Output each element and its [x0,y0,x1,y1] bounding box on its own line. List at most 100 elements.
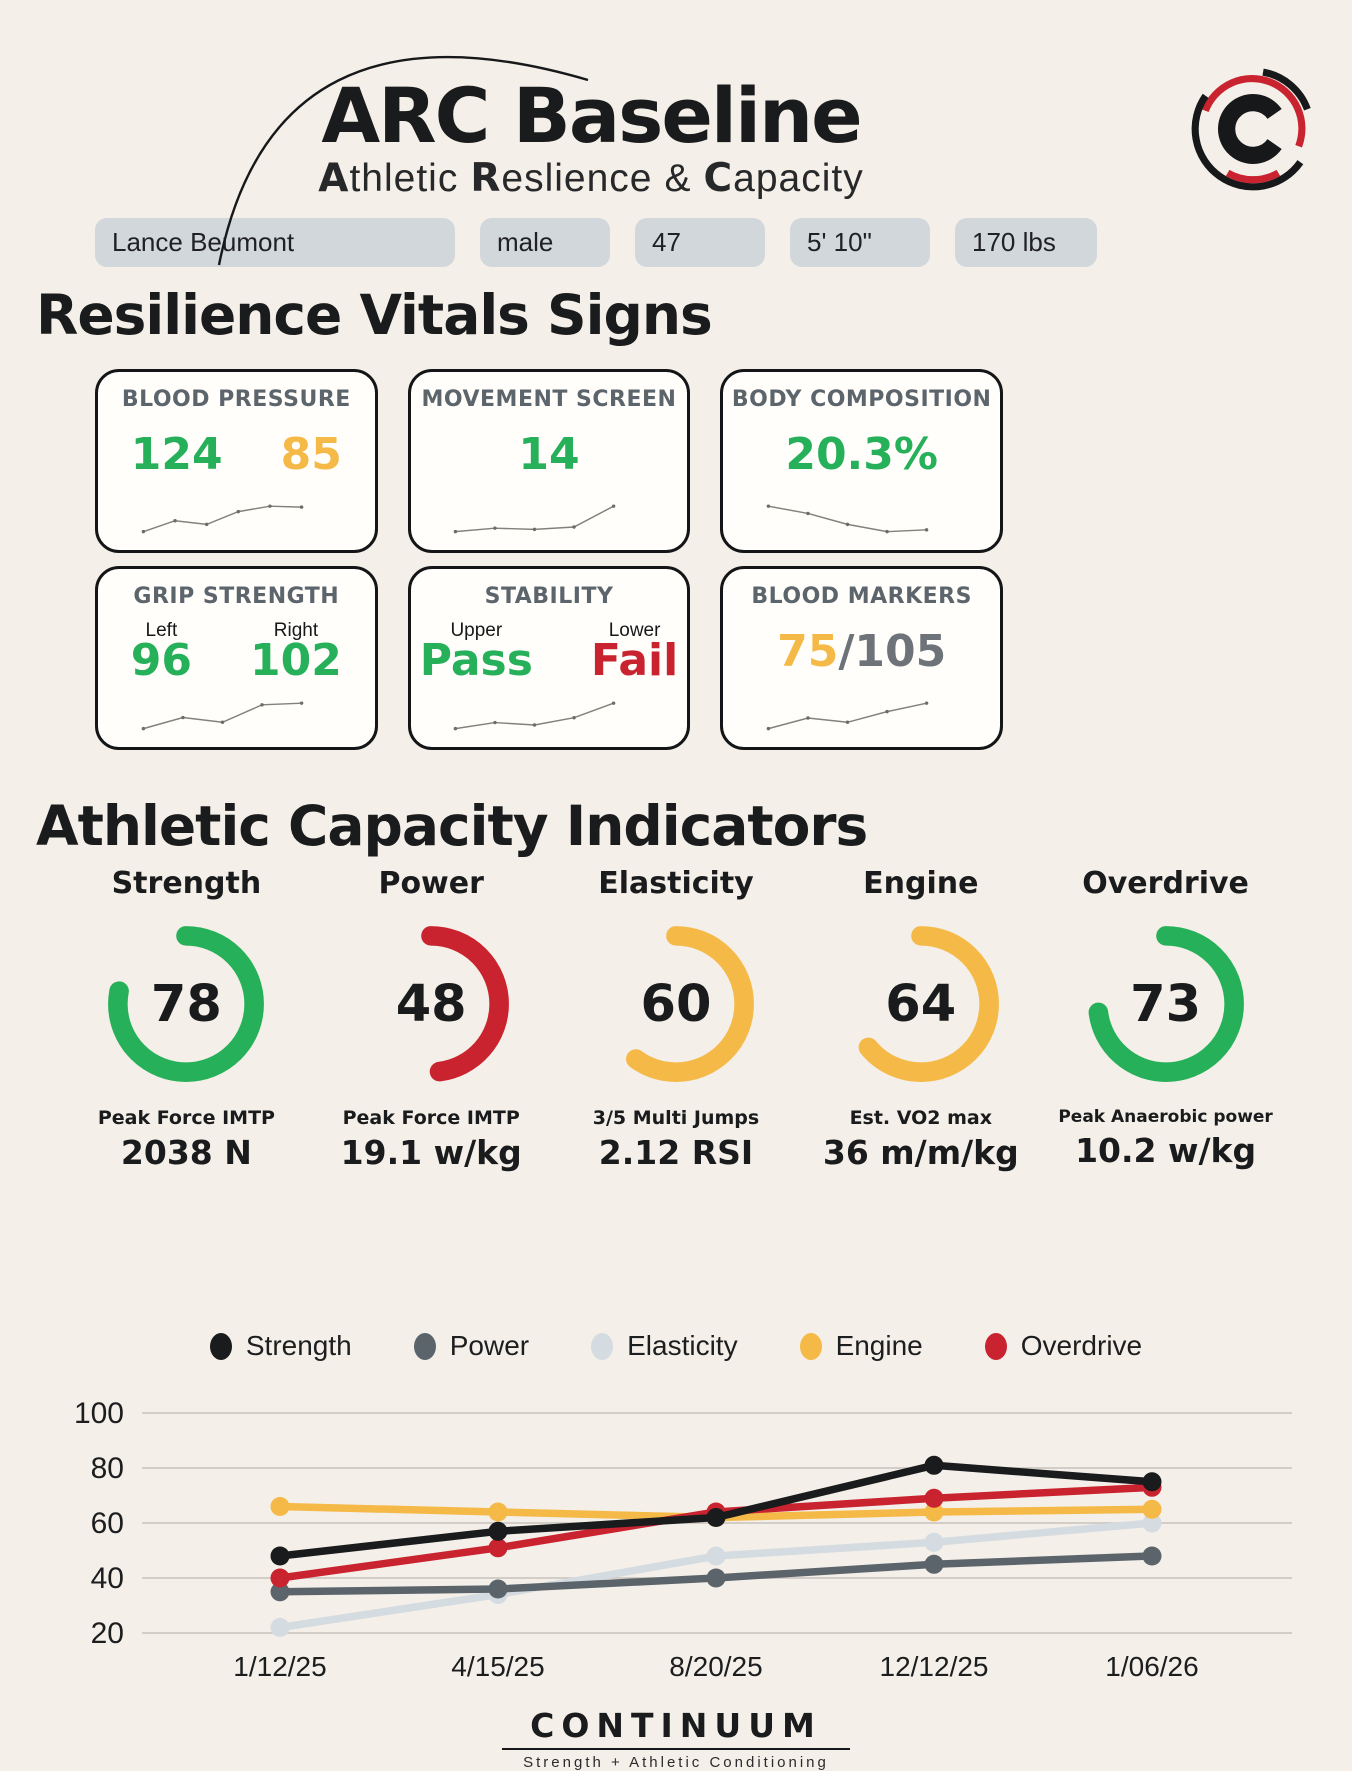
gauge-progress-arc [842,926,999,1082]
sparkline-point [454,529,458,534]
page-subtitle: Athletic Reslience & Capacity [0,156,1182,201]
y-axis-tick-label: 80 [91,1452,124,1485]
gauge-label: Overdrive [1082,866,1249,901]
sparkline-point [845,522,850,527]
athlete-age-field[interactable]: 47 [635,218,765,267]
vital-value-number: /105 [838,625,947,677]
vital-value: /105 [838,625,947,677]
capacity-gauge: Overdrive 73 Peak Anaerobic power 10.2 w… [1043,866,1288,1172]
legend-label: Power [449,1330,530,1361]
trend-sparkline [141,701,304,731]
vital-value: Right 102 [250,620,342,684]
trend-sparkline [454,701,616,731]
sparkline-point [806,716,810,720]
continuum-logo-icon [1191,68,1311,191]
subtitle-word: Capacity [703,156,864,201]
vital-value-number: 85 [280,428,342,480]
sparkline-point [612,504,616,508]
capacity-gauge: Strength 78 Peak Force IMTP 2038 N [64,866,309,1172]
gauge-ring-arc [842,926,999,1082]
subtitle-word: Reslience [470,156,653,201]
gauge-ring: 78 [99,917,273,1091]
legend-dot-icon [799,1332,822,1360]
sparkline-point [181,715,185,720]
gauge-ring: 64 [834,917,1008,1091]
sparkline-point [493,526,498,530]
sparkline-point [533,527,537,532]
trend-sparkline [454,504,616,534]
sparkline-path [768,702,927,730]
trend-sparkline [766,504,929,534]
sparkline-point [299,701,304,705]
legend-dot-icon [413,1332,436,1360]
gauge-ring-arc [1087,926,1244,1082]
gauge-ring-arc [598,926,754,1082]
athlete-name-field[interactable]: Lance Beumont [95,218,455,267]
gauge-ring-arc [353,926,510,1082]
vital-value: 124 [131,431,223,478]
vital-value: 85 [280,428,342,480]
series-point [270,1546,290,1566]
series-point [924,1502,944,1522]
trend-sparkline [766,701,929,731]
footer-tagline: Strength + Athletic Conditioning [523,1754,829,1771]
vital-card-values: 14 [518,412,579,498]
vital-card-title: STABILITY [484,584,614,609]
sparkline-point [236,509,240,514]
gauge-label: Power [378,866,484,901]
sparkline-point [173,519,177,523]
gauge-metric-name: Peak Anaerobic power [1058,1107,1273,1127]
sparkline-point [885,709,889,714]
footer: CONTINUUM Strength + Athletic Conditioni… [0,1706,1352,1771]
legend-label: Strength [245,1330,352,1361]
gauge-metric-value: 2.12 RSI [598,1133,754,1172]
athlete-weight-field[interactable]: 170 lbs [955,218,1097,267]
vital-card-title: BLOOD MARKERS [751,584,972,609]
gauge-metric-name: Est. VO2 max [849,1107,992,1129]
x-axis-tick-label: 8/20/25 [669,1651,762,1682]
vital-value-number: Pass [419,634,533,686]
vital-value-label: Right [273,619,319,641]
capacity-gauge: Engine 64 Est. VO2 max 36 m/m/kg [798,866,1043,1172]
vital-card: BLOOD MARKERS 75/105 [720,566,1003,750]
sparkline-point [299,505,304,509]
vital-value-number: 102 [250,634,342,686]
gauge-score: 78 [150,974,222,1034]
sparkline-point [572,525,577,529]
legend-label: Overdrive [1020,1330,1143,1361]
gauge-progress-arc [108,926,265,1082]
sparkline-point [925,528,929,532]
sparkline-point [220,720,225,724]
sparkline-point [260,703,264,707]
trend-chart-svg: 100 80 60 40 20 1/12/25 4/15/25 8/20/25 12/12/25… [74,1397,1292,1682]
legend-dot-icon [984,1332,1007,1360]
series-point [706,1568,726,1588]
series-point [488,1538,508,1558]
athlete-sex-field[interactable]: male [480,218,610,267]
series-point [488,1502,508,1522]
capacity-trend-chart: 100 80 60 40 20 1/12/25 4/15/25 8/20/25 12/12/25… [30,1378,1322,1688]
gauge-metric-value: 2038 N [120,1133,252,1172]
series-point [488,1579,508,1599]
sparkline-point [533,723,537,727]
sparkline-point [141,726,145,731]
vital-card-values: 124 85 [131,412,342,498]
y-axis-tick-label: 20 [91,1617,124,1650]
gauge-metric-name: Peak Force IMTP [342,1107,520,1129]
header: ARC Baseline Athletic Reslience & Capacity [0,0,1352,266]
gauge-metric-value: 10.2 w/kg [1075,1131,1257,1170]
vital-value-number: 75 [777,625,839,677]
gauge-row: Strength 78 Peak Force IMTP 2038 N Power… [64,866,1288,1172]
athlete-height-field[interactable]: 5' 10" [790,218,930,267]
y-axis-tick-label: 40 [91,1562,124,1595]
legend-item: Engine [799,1330,923,1362]
series-point [706,1546,726,1566]
gauge-progress-arc [353,926,510,1082]
legend-dot-icon [209,1332,232,1360]
vital-value: 75 [777,625,839,677]
series-point [924,1488,944,1508]
sparkline-point [806,511,810,516]
series-point [924,1554,944,1574]
series-point [488,1521,508,1541]
vital-card: BODY COMPOSITION 20.3% [720,369,1003,553]
